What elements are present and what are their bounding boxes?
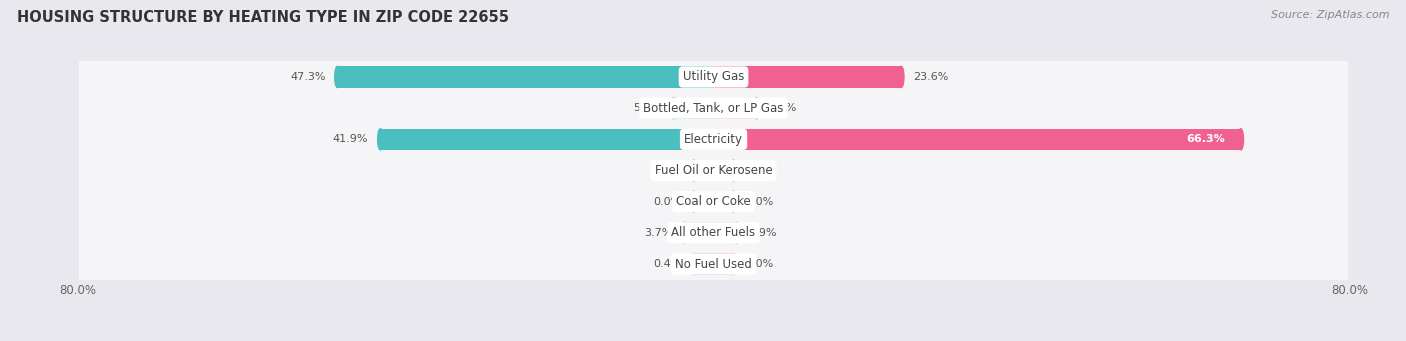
Text: 41.9%: 41.9% (333, 134, 368, 144)
Text: Electricity: Electricity (685, 133, 742, 146)
Bar (693, 160, 714, 181)
Text: Bottled, Tank, or LP Gas: Bottled, Tank, or LP Gas (644, 102, 783, 115)
Text: 1.7%: 1.7% (654, 165, 682, 176)
Circle shape (898, 66, 904, 88)
Bar (714, 129, 1241, 150)
Text: 0.0%: 0.0% (654, 197, 682, 207)
Bar (714, 160, 734, 181)
FancyBboxPatch shape (79, 117, 1348, 161)
Circle shape (690, 191, 696, 212)
FancyBboxPatch shape (79, 180, 1348, 224)
Bar (714, 66, 901, 88)
Text: 0.0%: 0.0% (745, 197, 773, 207)
Bar (685, 222, 714, 243)
Bar (381, 129, 714, 150)
Bar (714, 191, 734, 212)
Text: Source: ZipAtlas.com: Source: ZipAtlas.com (1271, 10, 1389, 20)
Text: 47.3%: 47.3% (290, 72, 325, 82)
Text: 23.6%: 23.6% (912, 72, 949, 82)
FancyBboxPatch shape (79, 86, 1348, 130)
Circle shape (682, 222, 686, 243)
Text: 3.7%: 3.7% (644, 228, 672, 238)
Bar (714, 253, 734, 275)
Bar (337, 66, 714, 88)
Text: 2.9%: 2.9% (748, 228, 778, 238)
Circle shape (335, 66, 340, 88)
Text: No Fuel Used: No Fuel Used (675, 257, 752, 270)
Circle shape (731, 191, 737, 212)
FancyBboxPatch shape (79, 211, 1348, 255)
Text: 66.3%: 66.3% (1187, 134, 1225, 144)
Circle shape (754, 98, 759, 119)
Circle shape (734, 222, 740, 243)
Bar (714, 222, 737, 243)
FancyBboxPatch shape (79, 242, 1348, 286)
Text: 5.4%: 5.4% (769, 103, 797, 113)
Bar (714, 98, 756, 119)
Text: 0.4%: 0.4% (654, 259, 682, 269)
Bar (693, 253, 714, 275)
FancyBboxPatch shape (79, 55, 1348, 99)
Text: HOUSING STRUCTURE BY HEATING TYPE IN ZIP CODE 22655: HOUSING STRUCTURE BY HEATING TYPE IN ZIP… (17, 10, 509, 25)
FancyBboxPatch shape (79, 148, 1348, 193)
Text: 5.0%: 5.0% (634, 103, 662, 113)
Circle shape (671, 98, 676, 119)
Text: Utility Gas: Utility Gas (683, 71, 744, 84)
Bar (693, 191, 714, 212)
Circle shape (731, 160, 737, 181)
Text: Coal or Coke: Coal or Coke (676, 195, 751, 208)
Circle shape (731, 253, 737, 275)
Circle shape (690, 253, 696, 275)
Circle shape (690, 160, 696, 181)
Circle shape (1239, 129, 1243, 150)
Bar (673, 98, 714, 119)
Text: Fuel Oil or Kerosene: Fuel Oil or Kerosene (655, 164, 772, 177)
Circle shape (378, 129, 382, 150)
Text: 1.8%: 1.8% (745, 165, 773, 176)
Text: 0.0%: 0.0% (745, 259, 773, 269)
Text: All other Fuels: All other Fuels (672, 226, 755, 239)
